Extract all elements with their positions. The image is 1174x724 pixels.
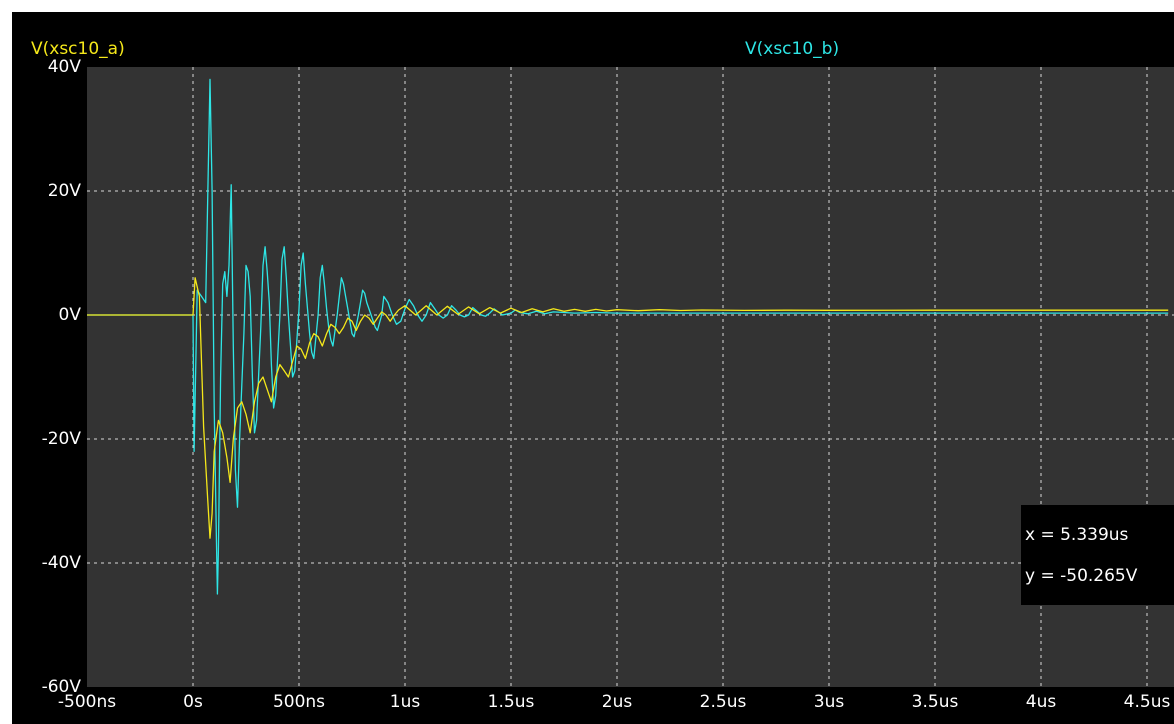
x-tick-label: 2.5us: [700, 692, 747, 712]
x-tick-label: 500ns: [273, 692, 325, 712]
chart-svg[interactable]: -500ns 0s 500ns 1us 1.5us 2us 2.5us 3us 3.5us 4us…: [12, 12, 1174, 724]
x-tick-label: 3.5us: [912, 692, 959, 712]
cursor-x-readout: x = 5.339us: [1025, 525, 1129, 545]
cursor-readout: x = 5.339us y = -50.265V: [1021, 505, 1174, 605]
grid-layer: [87, 67, 1174, 687]
y-tick-label: 20V: [48, 181, 82, 201]
cursor-y-readout: y = -50.265V: [1025, 566, 1138, 586]
x-tick-label: 1.5us: [488, 692, 535, 712]
tick-labels: -500ns 0s 500ns 1us 1.5us 2us 2.5us 3us 3.5us 4us…: [42, 57, 1171, 712]
y-tick-label: 40V: [48, 57, 82, 77]
y-tick-label: 0V: [59, 305, 82, 325]
x-tick-label: 3us: [814, 692, 845, 712]
series-line-xsc10-b: [87, 78, 1169, 595]
y-tick-label: -40V: [42, 553, 82, 573]
y-tick-label: -20V: [42, 429, 82, 449]
series-line-xsc10-a: [87, 277, 1169, 539]
plot-area[interactable]: [87, 67, 1174, 687]
series-layer: [87, 78, 1169, 595]
legend-series-a: V(xsc10_a): [31, 39, 125, 59]
x-tick-label: 1us: [390, 692, 421, 712]
legend-series-b: V(xsc10_b): [745, 39, 840, 59]
x-tick-label: 2us: [602, 692, 633, 712]
x-tick-label: 0s: [183, 692, 203, 712]
oscilloscope-panel: -500ns 0s 500ns 1us 1.5us 2us 2.5us 3us 3.5us 4us…: [12, 12, 1174, 724]
x-tick-label: -500ns: [58, 692, 116, 712]
x-tick-label: 4.5us: [1124, 692, 1171, 712]
y-tick-label: -60V: [42, 677, 82, 697]
x-tick-label: 4us: [1026, 692, 1057, 712]
